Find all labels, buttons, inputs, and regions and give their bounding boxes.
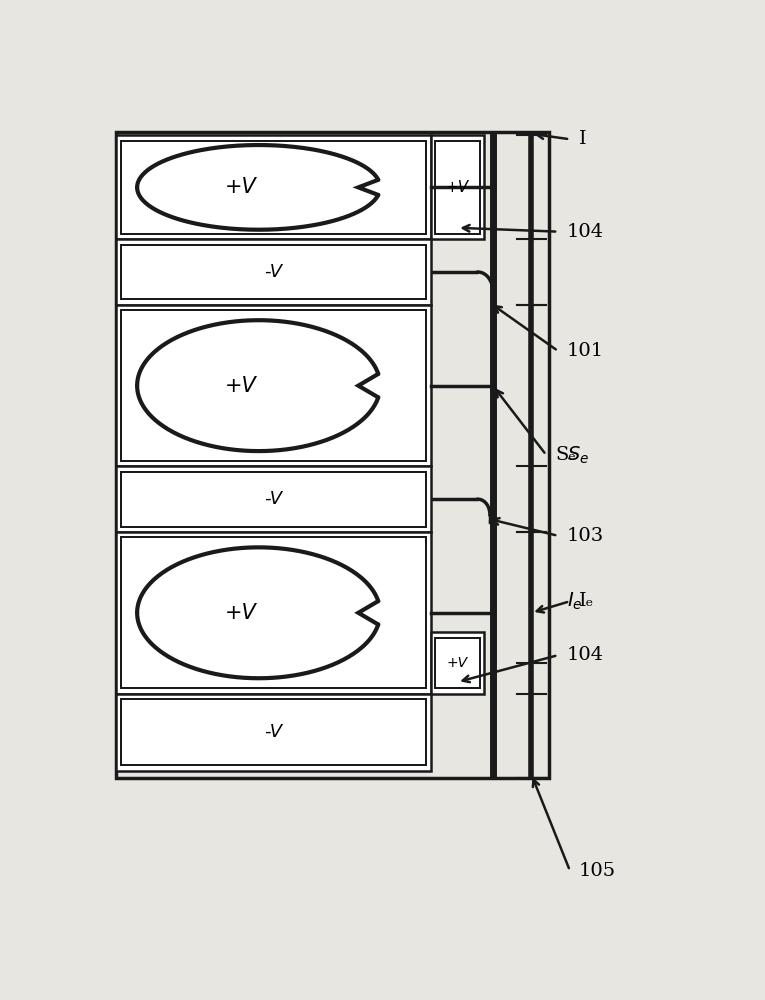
Text: 104: 104 [567,646,604,664]
FancyBboxPatch shape [121,537,426,688]
Text: $I_e$: $I_e$ [567,591,582,612]
FancyBboxPatch shape [121,310,426,461]
FancyBboxPatch shape [435,141,480,234]
FancyBboxPatch shape [116,532,431,694]
FancyBboxPatch shape [116,239,431,305]
Text: -V: -V [265,723,282,741]
FancyBboxPatch shape [121,699,426,765]
FancyBboxPatch shape [431,632,484,694]
Text: -V: -V [265,263,282,281]
Text: Iₑ: Iₑ [579,592,594,610]
Text: +V: +V [447,656,468,670]
Text: 104: 104 [567,223,604,241]
FancyBboxPatch shape [116,694,431,771]
Text: $S_e$: $S_e$ [567,444,589,466]
FancyBboxPatch shape [116,135,431,239]
FancyBboxPatch shape [431,135,484,239]
FancyBboxPatch shape [116,132,549,778]
FancyBboxPatch shape [435,638,480,688]
FancyBboxPatch shape [121,141,426,234]
FancyBboxPatch shape [121,472,426,527]
Text: 103: 103 [567,527,604,545]
Text: +V: +V [446,180,469,195]
Text: +V: +V [225,177,256,197]
FancyBboxPatch shape [116,305,431,466]
Text: 101: 101 [567,342,604,360]
FancyBboxPatch shape [121,245,426,299]
Text: Sₑ: Sₑ [555,446,576,464]
Text: 105: 105 [579,862,616,880]
Text: +V: +V [225,603,256,623]
FancyBboxPatch shape [116,466,431,532]
Text: -V: -V [265,490,282,508]
Text: +V: +V [225,376,256,396]
Text: I: I [579,130,587,148]
